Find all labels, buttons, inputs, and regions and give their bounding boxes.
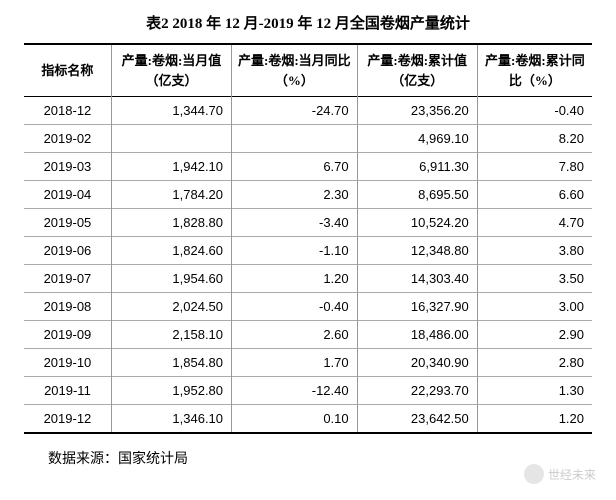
table-row: 2019-02 4,969.108.20 — [24, 125, 592, 153]
table-row: 2018-121,344.70-24.7023,356.20-0.40 — [24, 97, 592, 125]
table-body: 2018-121,344.70-24.7023,356.20-0.402019-… — [24, 97, 592, 434]
table-row: 2019-082,024.50-0.4016,327.903.00 — [24, 293, 592, 321]
table-cell: 16,327.90 — [357, 293, 477, 321]
table-cell: 23,642.50 — [357, 405, 477, 434]
col-header-cumulative-value: 产量:卷烟:累计值（亿支） — [357, 44, 477, 97]
table-cell — [111, 125, 231, 153]
col-header-monthly-value: 产量:卷烟:当月值（亿支） — [111, 44, 231, 97]
table-cell: -3.40 — [232, 209, 358, 237]
table-cell: 2019-09 — [24, 321, 111, 349]
table-cell: 1.70 — [232, 349, 358, 377]
table-cell: 2019-11 — [24, 377, 111, 405]
table-row: 2019-092,158.102.6018,486.002.90 — [24, 321, 592, 349]
col-header-cumulative-yoy: 产量:卷烟:累计同比（%） — [477, 44, 592, 97]
table-cell: 3.80 — [477, 237, 592, 265]
table-cell: -0.40 — [232, 293, 358, 321]
table-row: 2019-061,824.60-1.1012,348.803.80 — [24, 237, 592, 265]
table-cell — [232, 125, 358, 153]
data-source: 数据来源：国家统计局 — [48, 448, 592, 468]
table-cell: 8.20 — [477, 125, 592, 153]
watermark-icon — [524, 464, 544, 484]
table-cell: 1,942.10 — [111, 153, 231, 181]
table-cell: -12.40 — [232, 377, 358, 405]
table-cell: 2019-10 — [24, 349, 111, 377]
table-row: 2019-031,942.106.706,911.307.80 — [24, 153, 592, 181]
table-row: 2019-121,346.100.1023,642.501.20 — [24, 405, 592, 434]
table-cell: 1.30 — [477, 377, 592, 405]
table-cell: 6.70 — [232, 153, 358, 181]
table-cell: -24.70 — [232, 97, 358, 125]
table-row: 2019-071,954.601.2014,303.403.50 — [24, 265, 592, 293]
table-title: 表2 2018 年 12 月-2019 年 12 月全国卷烟产量统计 — [24, 12, 592, 33]
table-cell: 20,340.90 — [357, 349, 477, 377]
table-cell: 1,346.10 — [111, 405, 231, 434]
table-cell: 1,344.70 — [111, 97, 231, 125]
table-cell: 1,784.20 — [111, 181, 231, 209]
table-cell: 2019-04 — [24, 181, 111, 209]
table-cell: -1.10 — [232, 237, 358, 265]
table-cell: 14,303.40 — [357, 265, 477, 293]
table-cell: 4,969.10 — [357, 125, 477, 153]
table-cell: 18,486.00 — [357, 321, 477, 349]
table-cell: 2.90 — [477, 321, 592, 349]
table-header-row: 指标名称 产量:卷烟:当月值（亿支） 产量:卷烟:当月同比（%） 产量:卷烟:累… — [24, 44, 592, 97]
table-cell: 1,828.80 — [111, 209, 231, 237]
table-cell: 2019-03 — [24, 153, 111, 181]
table-cell: 4.70 — [477, 209, 592, 237]
table-cell: 2,158.10 — [111, 321, 231, 349]
table-cell: 2,024.50 — [111, 293, 231, 321]
table-cell: 7.80 — [477, 153, 592, 181]
table-cell: 2.80 — [477, 349, 592, 377]
table-cell: 1,854.80 — [111, 349, 231, 377]
table-cell: 10,524.20 — [357, 209, 477, 237]
table-cell: 1,824.60 — [111, 237, 231, 265]
table-cell: 2019-08 — [24, 293, 111, 321]
data-table: 指标名称 产量:卷烟:当月值（亿支） 产量:卷烟:当月同比（%） 产量:卷烟:累… — [24, 43, 592, 434]
table-cell: 12,348.80 — [357, 237, 477, 265]
table-cell: 3.00 — [477, 293, 592, 321]
table-cell: 2018-12 — [24, 97, 111, 125]
table-cell: 2019-07 — [24, 265, 111, 293]
table-cell: 2019-06 — [24, 237, 111, 265]
table-row: 2019-041,784.202.308,695.506.60 — [24, 181, 592, 209]
col-header-indicator: 指标名称 — [24, 44, 111, 97]
table-cell: 2019-05 — [24, 209, 111, 237]
table-cell: 1,954.60 — [111, 265, 231, 293]
table-row: 2019-111,952.80-12.4022,293.701.30 — [24, 377, 592, 405]
table-cell: 22,293.70 — [357, 377, 477, 405]
table-cell: 2.60 — [232, 321, 358, 349]
table-cell: 6,911.30 — [357, 153, 477, 181]
table-cell: -0.40 — [477, 97, 592, 125]
table-cell: 1,952.80 — [111, 377, 231, 405]
watermark: 世经未来 — [524, 464, 596, 484]
table-cell: 3.50 — [477, 265, 592, 293]
table-row: 2019-051,828.80-3.4010,524.204.70 — [24, 209, 592, 237]
table-cell: 6.60 — [477, 181, 592, 209]
table-cell: 1.20 — [232, 265, 358, 293]
table-row: 2019-101,854.801.7020,340.902.80 — [24, 349, 592, 377]
watermark-text: 世经未来 — [548, 466, 596, 483]
table-cell: 0.10 — [232, 405, 358, 434]
col-header-monthly-yoy: 产量:卷烟:当月同比（%） — [232, 44, 358, 97]
table-cell: 2.30 — [232, 181, 358, 209]
table-cell: 2019-12 — [24, 405, 111, 434]
table-cell: 1.20 — [477, 405, 592, 434]
table-cell: 8,695.50 — [357, 181, 477, 209]
table-cell: 2019-02 — [24, 125, 111, 153]
table-cell: 23,356.20 — [357, 97, 477, 125]
